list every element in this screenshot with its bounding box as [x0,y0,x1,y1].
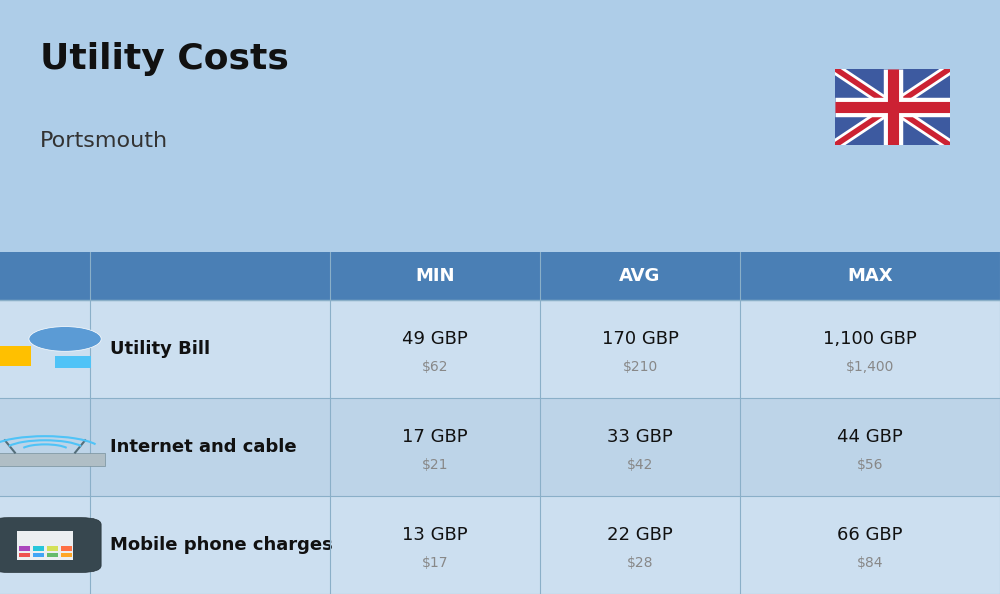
Bar [61,552,72,557]
Text: AVG: AVG [619,267,661,285]
Bar [33,546,44,551]
Bar [19,552,30,557]
Text: Mobile phone charges: Mobile phone charges [110,536,333,554]
Bar [19,546,30,551]
Text: Portsmouth: Portsmouth [40,131,168,151]
Bar [47,546,58,551]
Bar [47,552,58,557]
Circle shape [29,327,101,351]
FancyBboxPatch shape [0,398,1000,496]
FancyBboxPatch shape [0,252,1000,301]
Text: 1,100 GBP: 1,100 GBP [823,330,917,349]
Text: $42: $42 [627,458,653,472]
Text: Internet and cable: Internet and cable [110,438,297,456]
Text: 33 GBP: 33 GBP [607,428,673,446]
Text: MIN: MIN [415,267,455,285]
Text: $28: $28 [627,555,653,570]
Text: $1,400: $1,400 [846,360,894,374]
Text: Utility Bill: Utility Bill [110,340,210,358]
Text: 44 GBP: 44 GBP [837,428,903,446]
Text: 170 GBP: 170 GBP [602,330,678,349]
Text: $84: $84 [857,555,883,570]
Text: 49 GBP: 49 GBP [402,330,468,349]
Text: $21: $21 [422,458,448,472]
FancyBboxPatch shape [0,517,101,573]
Bar [55,356,91,368]
FancyBboxPatch shape [0,301,1000,398]
Text: 13 GBP: 13 GBP [402,526,468,544]
Text: 66 GBP: 66 GBP [837,526,903,544]
FancyBboxPatch shape [0,496,1000,594]
Text: 17 GBP: 17 GBP [402,428,468,446]
Bar [61,546,72,551]
Text: MAX: MAX [847,267,893,285]
Text: $62: $62 [422,360,448,374]
Bar [0,346,31,366]
Bar [17,532,73,560]
Bar [33,552,44,557]
Text: $210: $210 [622,360,658,374]
Text: $17: $17 [422,555,448,570]
Text: $56: $56 [857,458,883,472]
Bar [0,453,105,466]
Text: 22 GBP: 22 GBP [607,526,673,544]
Text: Utility Costs: Utility Costs [40,42,289,75]
